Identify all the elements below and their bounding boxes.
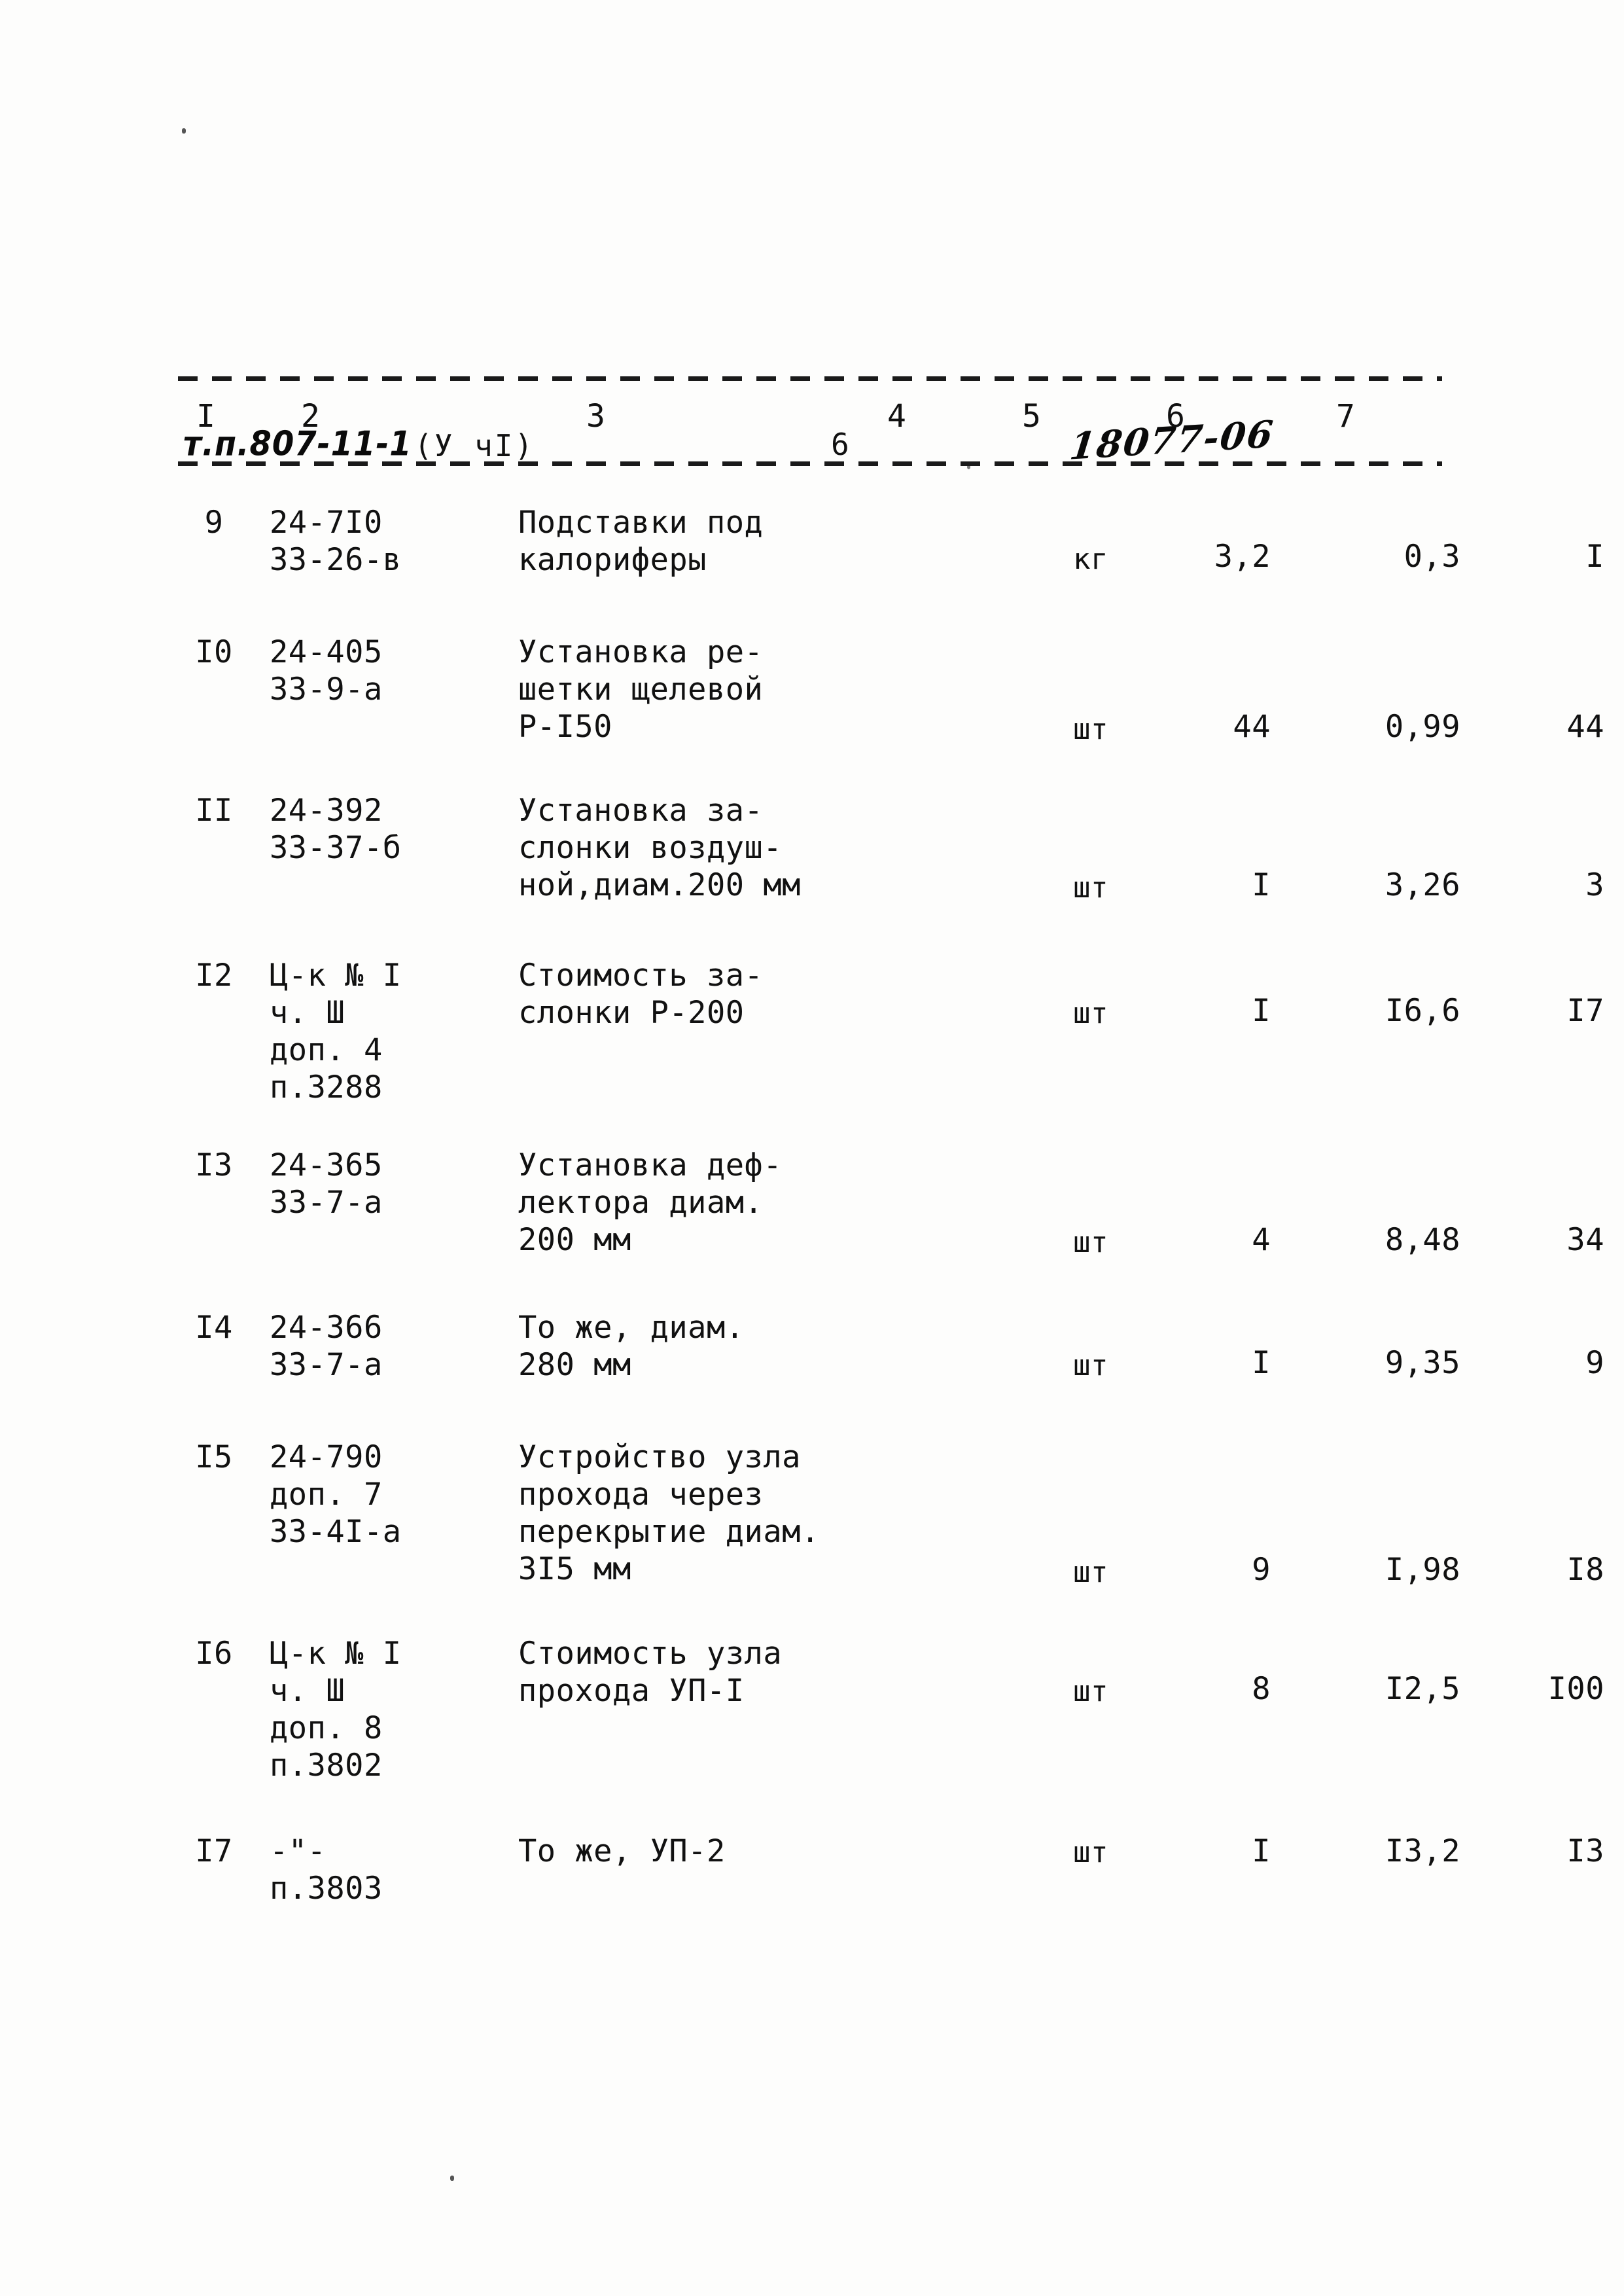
- row-code: 24-790 доп. 7 33-4I-а: [270, 1439, 402, 1550]
- page-number: 6: [831, 427, 849, 462]
- row-total: I8: [1566, 1552, 1604, 1588]
- row-code: 24-392 33-37-б: [270, 793, 402, 866]
- row-quantity: 44: [1233, 709, 1271, 745]
- row-total: I00: [1547, 1671, 1604, 1707]
- row-code: Ц-к № I ч. Ш доп. 4 п.3288: [270, 958, 402, 1105]
- row-unit: шт: [1073, 1349, 1108, 1382]
- row-number: I5: [195, 1439, 233, 1475]
- row-unit: шт: [1073, 1675, 1108, 1708]
- row-number: 9: [204, 505, 224, 541]
- row-number: I6: [195, 1636, 233, 1672]
- scan-speck-top-left: [182, 128, 186, 134]
- row-total: 9: [1585, 1345, 1604, 1381]
- row-unit: шт: [1073, 871, 1108, 905]
- column-header-2: 2: [301, 398, 320, 435]
- row-unit-price: 0,3: [1403, 539, 1460, 575]
- column-header-3: 3: [586, 398, 605, 435]
- page-header: т.п.807-11-1 (У чI) 6 18077-06: [0, 208, 1624, 469]
- row-total: I3: [1566, 1833, 1604, 1869]
- column-header-7: 7: [1336, 398, 1355, 435]
- column-header-4: 4: [887, 398, 906, 435]
- row-number: II: [195, 793, 233, 829]
- table-column-headers: I 2 3 4 5 6 7: [178, 398, 1447, 450]
- column-header-1: I: [196, 398, 215, 435]
- row-total: 3: [1585, 867, 1604, 903]
- row-code: 24-366 33-7-а: [270, 1310, 383, 1383]
- row-code: 24-405 33-9-а: [270, 634, 383, 708]
- row-quantity: 9: [1252, 1552, 1271, 1588]
- row-quantity: I: [1252, 1345, 1271, 1381]
- row-description: Установка ре- шетки щелевой Р-I50: [518, 634, 764, 745]
- row-quantity: 3,2: [1214, 539, 1271, 575]
- row-description: Стоимость узла прохода УП-I: [518, 1636, 783, 1709]
- row-description: То же, УП-2: [518, 1833, 726, 1869]
- row-code: 24-7I0 33-26-в: [270, 505, 402, 578]
- row-code: 24-365 33-7-а: [270, 1147, 383, 1221]
- row-unit-price: I2,5: [1385, 1671, 1460, 1707]
- row-total: I: [1585, 539, 1604, 575]
- row-quantity: I: [1252, 1833, 1271, 1869]
- table-rule-bottom: [178, 461, 1442, 466]
- row-total: 44: [1566, 709, 1604, 745]
- table-rule-top: [178, 376, 1442, 381]
- row-description: Стоимость за- слонки Р-200: [518, 958, 764, 1031]
- row-description: Установка деф- лектора диам. 200 мм: [518, 1147, 783, 1258]
- column-header-5: 5: [1022, 398, 1041, 435]
- row-unit-price: I3,2: [1385, 1833, 1460, 1869]
- row-quantity: 8: [1252, 1671, 1271, 1707]
- row-unit-price: 0,99: [1385, 709, 1460, 745]
- row-unit: шт: [1073, 997, 1108, 1030]
- row-number: I4: [195, 1310, 233, 1346]
- row-unit-price: 9,35: [1385, 1345, 1460, 1381]
- scan-speck-bottom-left: [450, 2176, 454, 2181]
- column-header-6: 6: [1166, 398, 1185, 435]
- row-code: -"- п.3803: [270, 1833, 383, 1907]
- row-quantity: 4: [1252, 1222, 1271, 1258]
- row-description: То же, диам. 280 мм: [518, 1310, 745, 1383]
- row-unit-price: I,98: [1385, 1552, 1460, 1588]
- row-quantity: I: [1252, 867, 1271, 903]
- row-unit: шт: [1073, 1556, 1108, 1589]
- row-code: Ц-к № I ч. Ш доп. 8 п.3802: [270, 1636, 402, 1784]
- row-number: I7: [195, 1833, 233, 1869]
- row-unit: шт: [1073, 1226, 1108, 1259]
- row-unit: кг: [1073, 543, 1108, 576]
- row-unit-price: 3,26: [1385, 867, 1460, 903]
- row-unit: шт: [1073, 713, 1108, 746]
- sheet-variant-label: (У чI): [414, 428, 535, 463]
- row-unit-price: 8,48: [1385, 1222, 1460, 1258]
- row-description: Подставки под калориферы: [518, 505, 764, 578]
- ink-smudge: [967, 465, 970, 469]
- row-number: I3: [195, 1147, 233, 1183]
- row-unit: шт: [1073, 1836, 1108, 1869]
- row-number: I0: [195, 634, 233, 670]
- document-code: т.п.807-11-1: [183, 423, 412, 464]
- row-total: I7: [1566, 993, 1604, 1029]
- row-number: I2: [195, 958, 233, 994]
- row-description: Установка за- слонки воздуш- ной,диам.20…: [518, 793, 801, 903]
- row-quantity: I: [1252, 993, 1271, 1029]
- row-total: 34: [1566, 1222, 1604, 1258]
- row-unit-price: I6,6: [1385, 993, 1460, 1029]
- row-description: Устройство узла прохода через перекрытие…: [518, 1439, 820, 1587]
